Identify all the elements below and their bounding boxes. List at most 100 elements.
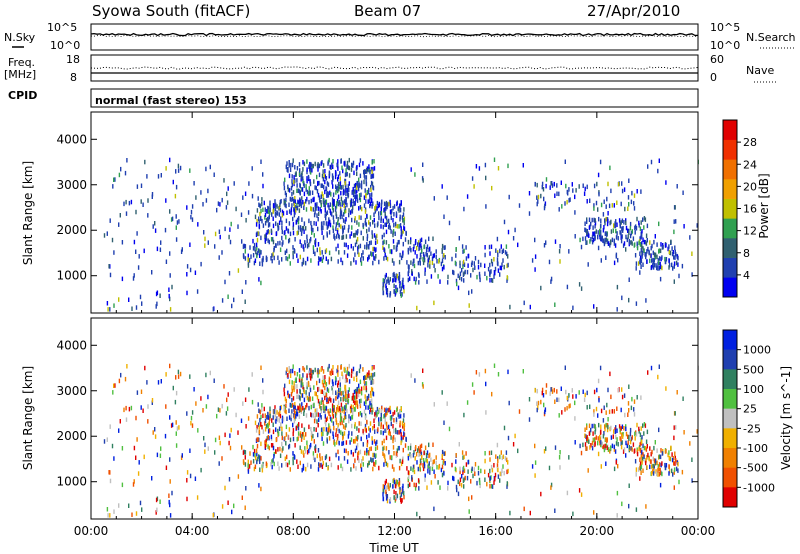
echo-cell: [324, 213, 326, 218]
echo-cell: [286, 454, 288, 460]
echo-cell: [168, 499, 170, 505]
echo-cell: [170, 423, 173, 428]
echo-cell: [636, 216, 638, 222]
echo-cell: [338, 222, 340, 228]
echo-cell: [385, 461, 388, 467]
echo-cell: [169, 251, 171, 256]
echo-cell: [322, 225, 324, 231]
echo-cell: [278, 466, 280, 471]
echo-cell: [643, 248, 645, 253]
echo-cell: [247, 469, 250, 474]
echo-cell: [343, 225, 346, 230]
echo-cell: [491, 391, 493, 397]
echo-cell: [388, 244, 390, 249]
echo-cell: [592, 431, 594, 436]
echo-cell: [368, 404, 371, 409]
echo-cell: [344, 199, 346, 204]
echo-cell: [402, 483, 404, 489]
echo-cell: [568, 187, 570, 192]
echo-cell: [617, 236, 619, 241]
echo-cell: [593, 437, 595, 443]
echo-cell: [362, 236, 364, 241]
echo-cell: [352, 392, 354, 398]
echo-cell: [459, 481, 461, 487]
echo-cell: [489, 278, 491, 283]
echo-cell: [630, 240, 632, 245]
echo-cell: [591, 234, 594, 240]
echo-cell: [503, 425, 506, 431]
echo-cell: [403, 431, 405, 436]
echo-cell: [336, 162, 338, 168]
echo-cell: [650, 365, 653, 371]
echo-cell: [197, 428, 199, 433]
echo-cell: [293, 212, 296, 218]
nsky-label: N.Sky: [4, 31, 36, 44]
echo-cell: [395, 483, 397, 489]
echo-cell: [438, 259, 440, 264]
echo-cell: [592, 237, 595, 243]
echo-cell: [310, 220, 312, 226]
echo-cell: [256, 443, 259, 449]
echo-cell: [462, 470, 464, 475]
echo-cell: [384, 428, 386, 433]
echo-cell: [358, 458, 360, 463]
echo-cell: [467, 253, 469, 259]
echo-cell: [383, 247, 385, 252]
echo-cell: [398, 478, 401, 483]
echo-cell: [597, 207, 599, 212]
echo-cell: [373, 423, 375, 429]
echo-cell: [414, 172, 416, 177]
echo-cell: [195, 401, 197, 406]
echo-cell: [140, 183, 143, 188]
echo-cell: [338, 393, 340, 398]
echo-cell: [332, 390, 334, 395]
echo-cell: [642, 443, 644, 448]
echo-cell: [337, 259, 339, 264]
echo-cell: [224, 226, 226, 232]
echo-cell: [279, 446, 281, 452]
echo-cell: [465, 256, 468, 261]
echo-cell: [419, 257, 421, 263]
echo-cell: [472, 473, 474, 479]
echo-cell: [652, 463, 654, 469]
echo-cell: [336, 230, 339, 235]
echo-cell: [425, 251, 427, 257]
echo-cell: [175, 169, 177, 174]
echo-cell: [383, 278, 386, 284]
echo-cell: [617, 442, 619, 447]
echo-cell: [349, 416, 352, 421]
colorbar-tick-label: -1000: [743, 481, 775, 494]
echo-cell: [325, 422, 327, 427]
echo-cell: [388, 223, 391, 228]
echo-cell: [400, 226, 402, 231]
echo-cell: [380, 409, 383, 414]
echo-cell: [421, 248, 423, 254]
echo-cell: [172, 179, 174, 185]
echo-cell: [351, 395, 354, 401]
echo-cell: [371, 375, 373, 380]
echo-cell: [313, 427, 315, 432]
echo-cell: [463, 468, 466, 473]
echo-cell: [608, 203, 611, 209]
echo-cell: [261, 403, 263, 408]
echo-cell: [258, 202, 260, 207]
echo-cell: [490, 450, 493, 455]
echo-cell: [353, 389, 356, 395]
echo-cell: [306, 178, 308, 184]
echo-cell: [218, 229, 221, 234]
echo-cell: [508, 400, 510, 406]
echo-cell: [439, 279, 441, 284]
echo-cell: [458, 442, 460, 447]
echo-cell: [260, 208, 262, 214]
echo-cell: [228, 440, 230, 446]
echo-cell: [248, 181, 250, 186]
echo-cell: [433, 196, 435, 201]
echo-cell: [345, 217, 347, 222]
echo-cell: [382, 446, 384, 452]
echo-cell: [616, 513, 618, 518]
echo-cell: [226, 191, 228, 197]
echo-cell: [372, 185, 375, 191]
echo-cell: [658, 364, 660, 369]
echo-cell: [323, 406, 325, 412]
